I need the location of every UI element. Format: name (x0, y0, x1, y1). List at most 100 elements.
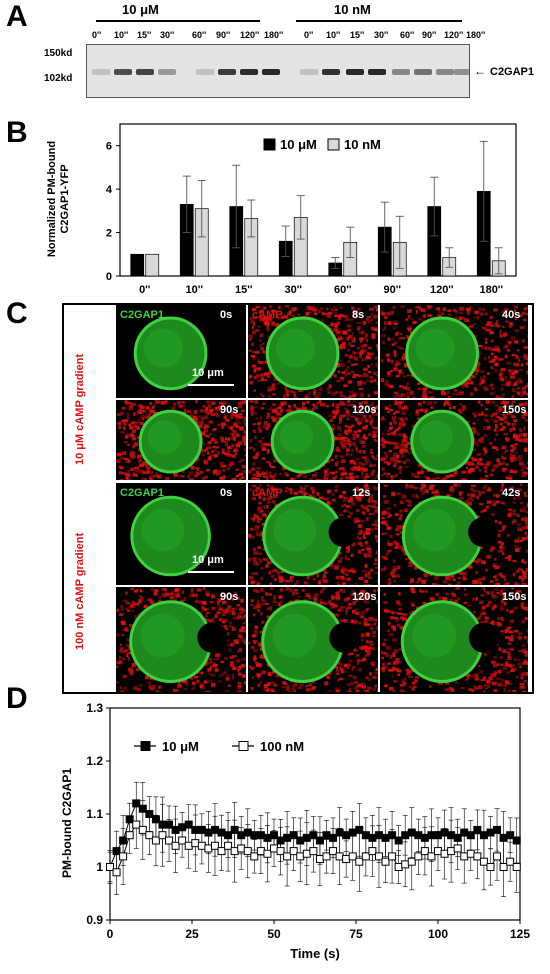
camp-speckle (404, 444, 408, 449)
camp-speckle (198, 425, 202, 428)
camp-speckle (253, 563, 258, 566)
bar-xtick-label: 30'' (285, 284, 303, 296)
camp-speckle (518, 314, 522, 318)
camp-speckle (401, 613, 405, 616)
camp-speckle (207, 441, 212, 445)
camp-speckle (347, 380, 353, 384)
camp-speckle (265, 427, 269, 431)
camp-speckle (338, 513, 344, 516)
camp-speckle (199, 409, 205, 413)
camp-speckle (268, 571, 271, 575)
camp-speckle (393, 579, 397, 583)
tile-image (248, 483, 378, 585)
camp-speckle (255, 515, 260, 519)
camp-speckle (353, 357, 359, 361)
camp-speckle (293, 682, 298, 685)
camp-speckle (226, 452, 231, 456)
camp-speckle (268, 606, 272, 611)
camp-speckle (255, 474, 259, 477)
camp-speckle (284, 472, 288, 476)
camp-speckle (203, 415, 209, 420)
camp-speckle (176, 400, 182, 405)
camp-speckle (222, 618, 227, 623)
camp-speckle (364, 455, 369, 460)
camp-speckle (267, 374, 271, 379)
camp-speckle (363, 373, 369, 378)
camp-speckle (181, 469, 185, 473)
camp-speckle (203, 427, 207, 430)
camp-speckle (245, 681, 246, 684)
camp-speckle (459, 402, 463, 406)
camp-speckle (133, 686, 138, 690)
camp-speckle (376, 374, 378, 377)
camp-speckle (361, 400, 365, 403)
camp-speckle (495, 348, 501, 352)
camp-speckle (121, 471, 126, 475)
camp-speckle (523, 346, 528, 349)
lane-label: 60'' (400, 30, 415, 40)
camp-speckle (192, 415, 197, 420)
camp-speckle (510, 376, 515, 380)
camp-speckle (311, 473, 317, 478)
lane-label: 30'' (374, 30, 389, 40)
camp-speckle (502, 413, 506, 416)
camp-speckle (375, 600, 378, 604)
camp-speckle (479, 378, 482, 382)
camp-speckle (164, 400, 168, 404)
camp-speckle (132, 444, 135, 449)
camp-speckle (354, 686, 357, 690)
camp-speckle (504, 375, 508, 379)
camp-speckle (281, 680, 287, 685)
camp-speckle (458, 492, 462, 497)
camp-speckle (399, 332, 403, 336)
camp-speckle (217, 680, 223, 683)
camp-speckle (223, 423, 228, 427)
camp-speckle (350, 403, 355, 406)
blot-band (392, 69, 410, 75)
camp-speckle (258, 502, 262, 505)
camp-speckle (268, 317, 273, 320)
camp-speckle (279, 472, 282, 476)
camp-speckle (393, 455, 396, 460)
camp-speckle (491, 503, 495, 507)
camp-speckle (304, 395, 307, 398)
blot-band (414, 69, 432, 75)
camp-speckle (244, 416, 246, 421)
camp-speckle (360, 345, 363, 348)
camp-speckle (485, 400, 491, 404)
camp-speckle (253, 658, 256, 662)
camp-speckle (514, 329, 519, 333)
camp-speckle (353, 356, 358, 360)
camp-speckle (347, 349, 350, 352)
panel-label-c: C (6, 297, 28, 330)
camp-speckle (495, 459, 500, 462)
camp-speckle (259, 318, 265, 322)
camp-speckle (360, 467, 364, 472)
camp-speckle (520, 313, 524, 316)
camp-speckle (351, 502, 356, 506)
camp-speckle (370, 463, 376, 468)
camp-speckle (416, 471, 420, 475)
camp-speckle (217, 657, 220, 660)
camp-speckle (498, 550, 504, 553)
camp-speckle (380, 650, 384, 654)
camp-speckle (356, 434, 360, 438)
camp-speckle (477, 461, 482, 466)
camp-speckle (476, 453, 480, 456)
camp-speckle (291, 592, 295, 597)
camp-speckle (209, 432, 213, 436)
camp-speckle (257, 426, 261, 431)
camp-speckle (373, 371, 376, 375)
microscopy-tile (380, 400, 528, 480)
camp-speckle (348, 318, 354, 321)
camp-speckle (520, 363, 524, 367)
camp-speckle (201, 601, 206, 605)
camp-speckle (274, 503, 279, 507)
camp-speckle (259, 611, 263, 616)
camp-speckle (252, 364, 256, 368)
camp-speckle (426, 306, 431, 310)
camp-speckle (380, 438, 385, 442)
camp-speckle (317, 391, 322, 396)
camp-speckle (273, 594, 276, 599)
camp-speckle (518, 369, 524, 372)
